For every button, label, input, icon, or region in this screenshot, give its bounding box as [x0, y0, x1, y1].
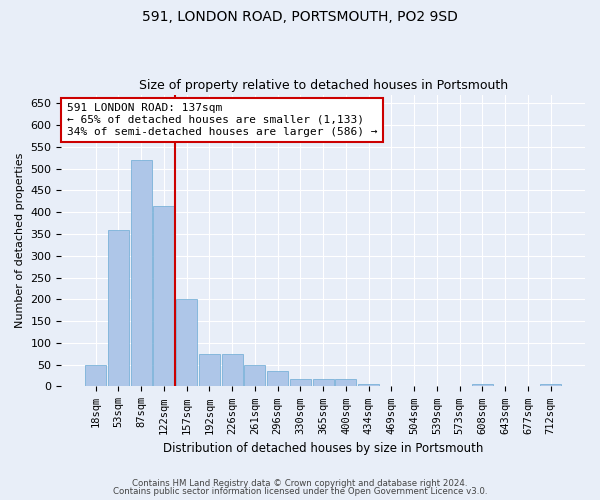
Bar [335, 378, 356, 386]
Text: Contains public sector information licensed under the Open Government Licence v3: Contains public sector information licen… [113, 487, 487, 496]
Bar [154, 206, 175, 386]
Bar [108, 230, 129, 386]
Text: 591, LONDON ROAD, PORTSMOUTH, PO2 9SD: 591, LONDON ROAD, PORTSMOUTH, PO2 9SD [142, 10, 458, 24]
Bar [267, 371, 288, 386]
Text: 591 LONDON ROAD: 137sqm
← 65% of detached houses are smaller (1,133)
34% of semi: 591 LONDON ROAD: 137sqm ← 65% of detache… [67, 104, 377, 136]
Bar [244, 364, 265, 386]
Bar [540, 384, 561, 386]
Bar [199, 354, 220, 386]
Y-axis label: Number of detached properties: Number of detached properties [15, 153, 25, 328]
Bar [222, 354, 242, 386]
Bar [176, 300, 197, 386]
Text: Contains HM Land Registry data © Crown copyright and database right 2024.: Contains HM Land Registry data © Crown c… [132, 478, 468, 488]
Bar [85, 364, 106, 386]
Bar [131, 160, 152, 386]
Bar [313, 378, 334, 386]
Bar [472, 384, 493, 386]
Title: Size of property relative to detached houses in Portsmouth: Size of property relative to detached ho… [139, 79, 508, 92]
Bar [358, 384, 379, 386]
X-axis label: Distribution of detached houses by size in Portsmouth: Distribution of detached houses by size … [163, 442, 484, 455]
Bar [290, 378, 311, 386]
